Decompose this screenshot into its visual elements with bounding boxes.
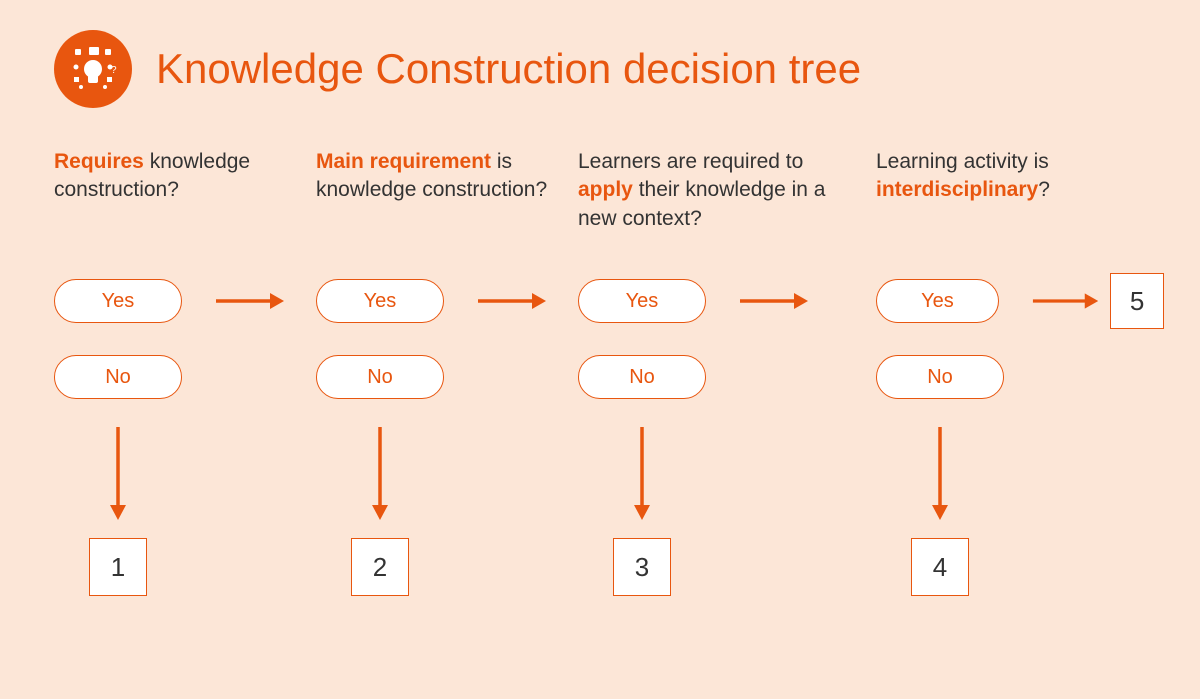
question-2: Main requirement is knowledge constructi… [316, 148, 578, 233]
arrow-right-icon [1031, 289, 1098, 313]
yes-pill-1: Yes [54, 279, 182, 323]
no-pill-3: No [578, 355, 706, 399]
results-row: 1 2 3 4 [54, 538, 1164, 596]
no-row: No No No No [54, 355, 1164, 399]
arrow-down-icon [368, 425, 392, 520]
diagram-canvas: ? Knowledge Construction decision tree R… [0, 0, 1200, 699]
yes-pill-2: Yes [316, 279, 444, 323]
question-3: Learners are required to apply their kno… [578, 148, 876, 233]
questions-row: Requires knowledge construction? Main re… [54, 148, 1164, 233]
result-box-2: 2 [351, 538, 409, 596]
decision-grid: Requires knowledge construction? Main re… [54, 148, 1164, 596]
result-box-1: 1 [89, 538, 147, 596]
arrow-right-icon [738, 289, 808, 313]
svg-text:?: ? [111, 65, 117, 76]
page-title: Knowledge Construction decision tree [156, 45, 861, 93]
arrow-right-icon [214, 289, 284, 313]
no-pill-2: No [316, 355, 444, 399]
no-pill-4: No [876, 355, 1004, 399]
arrow-down-icon [630, 425, 654, 520]
no-pill-1: No [54, 355, 182, 399]
result-box-5: 5 [1110, 273, 1164, 329]
down-arrows-row [54, 425, 1164, 520]
result-box-4: 4 [911, 538, 969, 596]
question-4: Learning activity is interdisciplinary? [876, 148, 1164, 233]
yes-row: Yes Yes Yes Yes 5 [54, 273, 1164, 329]
arrow-right-icon [476, 289, 546, 313]
yes-pill-4: Yes [876, 279, 999, 323]
result-box-3: 3 [613, 538, 671, 596]
yes-pill-3: Yes [578, 279, 706, 323]
header: ? Knowledge Construction decision tree [54, 30, 1160, 108]
arrow-down-icon [928, 425, 952, 520]
arrow-down-icon [106, 425, 130, 520]
knowledge-brain-icon: ? [54, 30, 132, 108]
question-1: Requires knowledge construction? [54, 148, 316, 233]
